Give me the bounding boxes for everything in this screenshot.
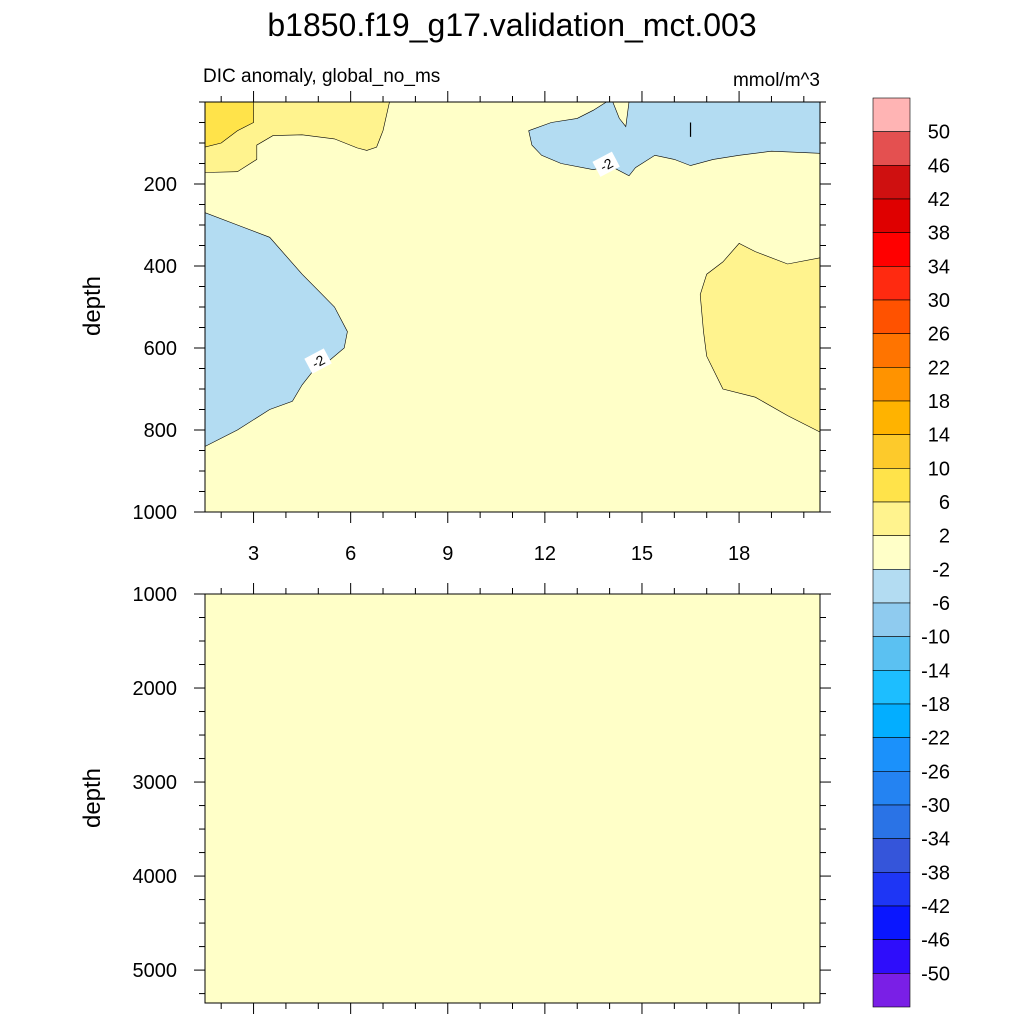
colorbar-label: 14 bbox=[928, 425, 950, 447]
y-tick-label: 1000 bbox=[133, 502, 178, 524]
colorbar-swatch bbox=[872, 838, 911, 873]
figure-title: b1850.f19_g17.validation_mct.003 bbox=[267, 7, 756, 43]
colorbar-swatch bbox=[872, 905, 911, 940]
upper-subtitle-left: DIC anomaly, global_no_ms bbox=[203, 66, 440, 87]
colorbar-swatch bbox=[872, 400, 911, 435]
colorbar-label: 38 bbox=[928, 223, 950, 245]
lower-panel: 1000 2000 3000 4000 5000 bbox=[133, 583, 831, 1014]
upper-units-label: mmol/m^3 bbox=[733, 70, 820, 91]
colorbar-label: 26 bbox=[928, 324, 950, 346]
colorbar-swatch bbox=[872, 367, 911, 402]
y-tick-label: 4000 bbox=[133, 866, 178, 888]
contour-mid-depth-negative-west bbox=[205, 212, 348, 447]
colorbar-label: 50 bbox=[928, 122, 950, 144]
colorbar-swatch bbox=[872, 131, 911, 166]
colorbar-swatch bbox=[872, 97, 911, 132]
colorbar-swatch bbox=[872, 535, 911, 570]
colorbar-label: -14 bbox=[921, 660, 950, 682]
contour-mid-depth-positive-east bbox=[699, 243, 820, 433]
colorbar-label: -46 bbox=[921, 930, 950, 952]
colorbar-swatch bbox=[872, 434, 911, 469]
contour-surface-core-west bbox=[205, 102, 254, 148]
x-tick-label: 12 bbox=[534, 543, 556, 565]
y-tick-label: 5000 bbox=[133, 960, 178, 982]
colorbar-swatch bbox=[872, 333, 911, 368]
contour-regions bbox=[205, 102, 820, 447]
x-tick-label: 6 bbox=[345, 543, 356, 565]
y-tick-label: 800 bbox=[144, 420, 177, 442]
colorbar-swatch bbox=[872, 771, 911, 806]
colorbar-swatch bbox=[872, 939, 911, 974]
colorbar-swatch bbox=[872, 636, 911, 671]
colorbar-label: 2 bbox=[939, 526, 950, 548]
lower-y-axis-label: depth bbox=[79, 768, 106, 828]
colorbar-swatch bbox=[872, 165, 911, 200]
colorbar-swatch bbox=[872, 670, 911, 705]
colorbar-swatch bbox=[872, 804, 911, 839]
contour-label: -2 bbox=[304, 348, 332, 374]
colorbar-swatch bbox=[872, 232, 911, 267]
colorbar-swatch bbox=[872, 468, 911, 503]
upper-y-axis-label: depth bbox=[79, 276, 106, 336]
colorbar-label: -10 bbox=[921, 627, 950, 649]
colorbar-label: 10 bbox=[928, 458, 950, 480]
colorbar-swatch bbox=[872, 602, 911, 637]
x-tick-label: 18 bbox=[728, 543, 750, 565]
colorbar-label: -6 bbox=[932, 593, 950, 615]
upper-panel: 200 400 600 800 1000 3 6 9 12 15 18 -2 -2 bbox=[133, 91, 831, 565]
colorbar-label: -50 bbox=[921, 963, 950, 985]
y-tick-label: 200 bbox=[144, 174, 177, 196]
colorbar-swatch bbox=[872, 501, 911, 536]
colorbar-swatch bbox=[872, 299, 911, 334]
colorbar-label: 42 bbox=[928, 189, 950, 211]
colorbar-swatch bbox=[872, 872, 911, 907]
field-background bbox=[205, 594, 820, 1003]
colorbar-swatch bbox=[872, 266, 911, 301]
colorbar-label: -38 bbox=[921, 862, 950, 884]
contour-label-box bbox=[592, 151, 620, 177]
y-tick-label: 3000 bbox=[133, 772, 178, 794]
colorbar-swatch bbox=[872, 703, 911, 738]
colorbar-label: 6 bbox=[939, 492, 950, 514]
colorbar-label: -22 bbox=[921, 728, 950, 750]
colorbar-label: -30 bbox=[921, 795, 950, 817]
colorbar: 50 46 42 38 34 30 26 22 18 14 10 6 2 -2 -6 -10 -14 -18 -22… bbox=[872, 97, 950, 1008]
contour-label-box bbox=[304, 348, 332, 374]
y-tick-label: 400 bbox=[144, 256, 177, 278]
contour-label: -2 bbox=[592, 151, 620, 177]
colorbar-label: -42 bbox=[921, 896, 950, 918]
y-tick-label: 600 bbox=[144, 338, 177, 360]
colorbar-label: -26 bbox=[921, 761, 950, 783]
x-tick-label: 15 bbox=[631, 543, 653, 565]
colorbar-label: -2 bbox=[932, 559, 950, 581]
colorbar-label: 34 bbox=[928, 256, 950, 278]
x-tick-label: 9 bbox=[442, 543, 453, 565]
colorbar-swatch bbox=[872, 737, 911, 772]
y-tick-label: 1000 bbox=[133, 584, 178, 606]
x-tick-label: 3 bbox=[248, 543, 259, 565]
colorbar-label: -18 bbox=[921, 694, 950, 716]
colorbar-label: 46 bbox=[928, 155, 950, 177]
colorbar-label: 22 bbox=[928, 357, 950, 379]
colorbar-label: 30 bbox=[928, 290, 950, 312]
colorbar-label: 18 bbox=[928, 391, 950, 413]
y-tick-label: 2000 bbox=[133, 678, 178, 700]
colorbar-swatch bbox=[872, 973, 911, 1008]
colorbar-label: -34 bbox=[921, 829, 950, 851]
colorbar-swatch bbox=[872, 569, 911, 604]
colorbar-swatch bbox=[872, 198, 911, 233]
